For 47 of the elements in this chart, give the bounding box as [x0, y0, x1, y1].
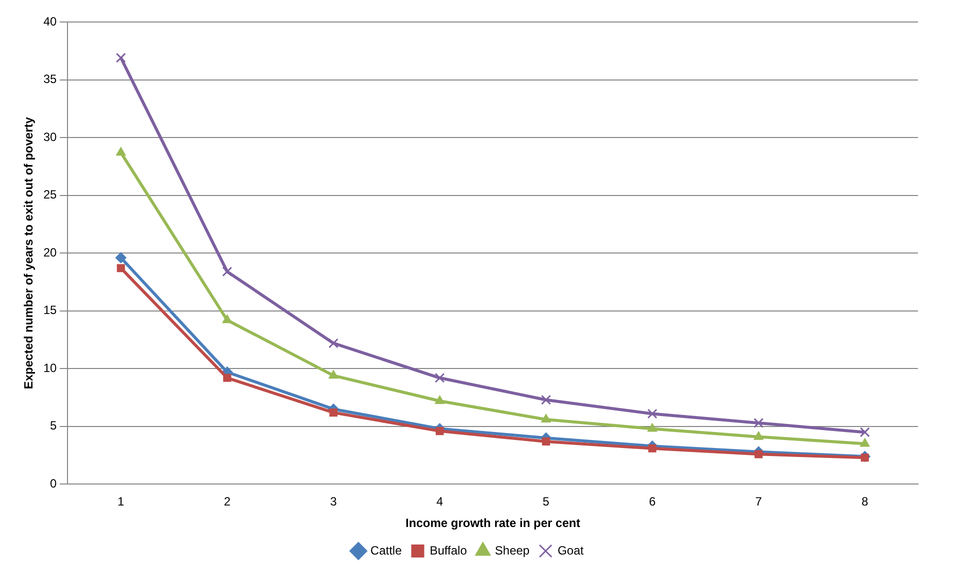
point	[223, 374, 232, 382]
x-tick-label: 5	[542, 494, 550, 509]
point	[754, 450, 763, 458]
x-tick-label: 8	[862, 494, 869, 509]
point	[329, 408, 338, 417]
legend-label: Buffalo	[430, 543, 468, 558]
point	[434, 396, 445, 404]
y-tick-label: 35	[43, 72, 58, 86]
point	[860, 427, 870, 438]
x-tick-label: 2	[224, 494, 231, 509]
point	[328, 338, 338, 348]
point	[541, 414, 551, 422]
legend-label: Sheep	[494, 543, 530, 558]
point	[434, 372, 445, 383]
point	[328, 370, 338, 379]
y-tick-label: 5	[50, 418, 58, 433]
x-tick-label: 3	[330, 494, 338, 509]
y-tick-label: 15	[43, 303, 58, 318]
y-tick-label: 0	[50, 476, 58, 491]
y-tick-label: 40	[43, 14, 58, 28]
y-axis-title: Expected number of years to exit out of poverty	[22, 116, 36, 390]
point	[222, 266, 232, 277]
x-tick-label: 4	[436, 494, 444, 509]
point	[647, 423, 658, 432]
point	[541, 394, 552, 405]
point	[116, 264, 125, 272]
y-tick-label: 25	[43, 188, 58, 202]
x-tick-label: 7	[755, 494, 762, 509]
point	[754, 431, 764, 440]
point	[648, 444, 656, 452]
point	[436, 427, 444, 436]
x-tick-label: 6	[648, 494, 656, 509]
y-tick-label: 10	[43, 360, 58, 375]
x-tick-label: 1	[118, 494, 125, 509]
point	[115, 252, 126, 264]
point	[647, 408, 658, 419]
y-tick-label: 20	[43, 245, 58, 260]
legend-label: Cattle	[370, 543, 402, 558]
point	[542, 437, 550, 446]
point	[222, 314, 232, 324]
y-tick-label: 30	[43, 130, 58, 144]
point	[860, 438, 870, 447]
point	[116, 52, 126, 63]
point	[754, 418, 764, 428]
point	[116, 147, 126, 156]
x-axis-title: Income growth rate in per cent	[406, 516, 580, 530]
legend-label: Goat	[558, 543, 584, 558]
